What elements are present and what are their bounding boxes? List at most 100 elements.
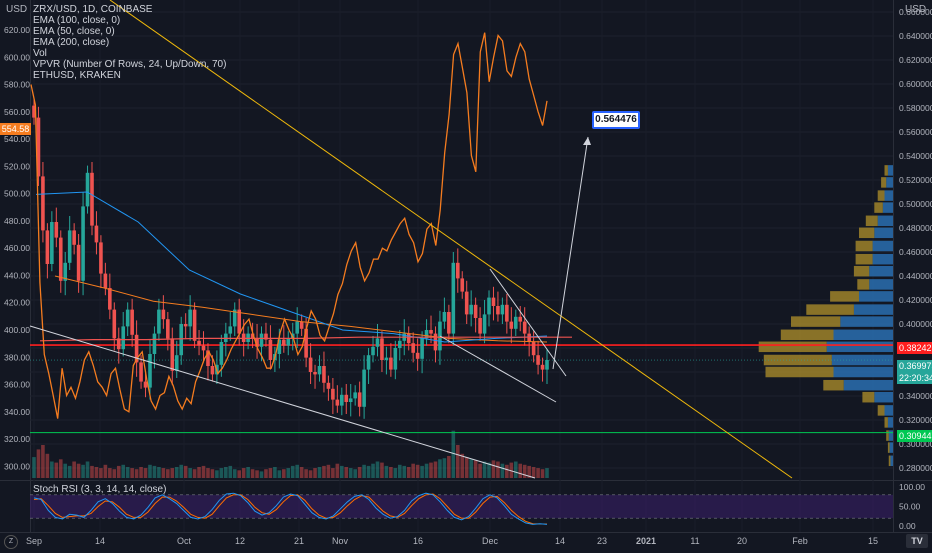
candle-body [340, 394, 344, 406]
candle-body [522, 321, 527, 334]
candle-body [121, 326, 126, 350]
candle-body [63, 262, 68, 281]
candle-body [500, 304, 505, 315]
volume-bar [536, 468, 540, 478]
vpvr-down-bar [763, 354, 832, 366]
volume-bar [496, 461, 500, 478]
tradingview-logo[interactable]: TV [906, 534, 928, 548]
time-tick-label: Feb [792, 536, 808, 546]
candle-body [143, 381, 148, 388]
descending-trendline [109, 0, 793, 479]
candle-body [536, 355, 540, 365]
stoch-tick-label: 100.00 [899, 482, 925, 492]
volume-bar [469, 459, 473, 478]
candle-body [201, 345, 206, 351]
vpvr-up-bar [890, 455, 893, 467]
candle-body [326, 382, 331, 389]
volume-bar [389, 467, 393, 478]
candle-body [130, 309, 134, 335]
candle-body [206, 350, 210, 366]
vpvr-up-bar [886, 177, 893, 188]
time-tick-label: 14 [95, 536, 105, 546]
left-tick-label: 540.00 [4, 134, 30, 144]
right-tick-label: 0.400000 [899, 319, 932, 329]
stoch-rsi-label[interactable]: Stoch RSI (3, 3, 14, 14, close) [33, 484, 167, 495]
volume-bar [438, 459, 442, 478]
time-tick-label: Oct [177, 536, 192, 546]
volume-bar [290, 465, 295, 478]
wedge-lower-line [439, 335, 557, 403]
candle-body [228, 326, 233, 334]
vpvr-up-bar [869, 279, 893, 290]
right-tick-label: 0.600000 [899, 79, 932, 89]
volume-bar [112, 469, 117, 478]
zoom-reset-button[interactable]: Z [4, 535, 18, 549]
right-tick-label: 0.480000 [899, 223, 932, 233]
candle-body [304, 328, 308, 358]
volume-bar [85, 461, 90, 478]
indicator-ethusd[interactable]: ETHUSD, KRAKEN [33, 70, 121, 81]
volume-bar [250, 469, 255, 478]
vpvr-down-bar [855, 253, 873, 265]
vpvr-up-bar [859, 291, 893, 302]
target-price-callout[interactable]: 0.564476 [592, 111, 640, 129]
candle-body [67, 230, 72, 263]
vpvr-up-bar [833, 366, 893, 378]
right-axis-currency: USD [905, 4, 927, 15]
candle-body [237, 309, 241, 334]
stoch-band [30, 494, 893, 519]
candle-body [85, 172, 90, 207]
volume-bar [531, 467, 536, 478]
right-tick-label: 0.540000 [899, 151, 932, 161]
indicator-vol[interactable]: Vol [33, 48, 47, 59]
vpvr-up-bar [843, 379, 893, 391]
candle-body [139, 362, 143, 382]
time-tick-label: 11 [690, 536, 699, 546]
symbol-title[interactable]: ZRX/USD, 1D, COINBASE [33, 4, 153, 15]
volume-bar [353, 469, 357, 478]
candle-body [148, 354, 152, 388]
resistance-price-tag: 0.382425 [897, 342, 932, 354]
indicator-ema50[interactable]: EMA (50, close, 0) [33, 26, 115, 37]
vpvr-down-bar [859, 227, 875, 239]
volume-bar [348, 468, 353, 478]
candle-body [232, 309, 237, 327]
volume-bar [72, 461, 76, 478]
candle-body [210, 366, 215, 375]
right-tick-label: 0.300000 [899, 439, 932, 449]
candle-body [81, 206, 85, 281]
candle-body [380, 338, 384, 360]
volume-bar [375, 461, 380, 478]
right-tick-label: 0.640000 [899, 31, 932, 41]
time-tick-label: 20 [737, 536, 747, 546]
vpvr-down-bar [877, 405, 885, 416]
volume-bar [304, 469, 308, 478]
candle-body [424, 330, 429, 339]
indicator-ema100[interactable]: EMA (100, close, 0) [33, 15, 121, 26]
vpvr-down-bar [780, 329, 834, 341]
volume-bar [246, 467, 250, 478]
left-tick-label: 440.00 [4, 270, 30, 280]
candle-body [509, 321, 514, 329]
time-tick-label: Sep [26, 536, 42, 546]
indicator-vpvr[interactable]: VPVR (Number Of Rows, 24, Up/Down, 70) [33, 59, 227, 70]
candle-body [447, 312, 451, 334]
candle-body [255, 338, 259, 347]
candle-body [375, 338, 380, 347]
left-tick-label: 400.00 [4, 325, 30, 335]
right-tick-label: 0.280000 [899, 463, 932, 473]
vpvr-down-bar [791, 316, 841, 327]
left-tick-label: 500.00 [4, 189, 30, 199]
candle-body [157, 309, 161, 334]
indicator-ema200[interactable]: EMA (200, close) [33, 37, 110, 48]
volume-bar [143, 468, 148, 478]
candle-body [384, 357, 389, 360]
candle-body [50, 222, 54, 264]
volume-bar [460, 453, 465, 478]
candle-body [183, 324, 188, 327]
candle-body [442, 312, 447, 322]
stoch-d-line [33, 493, 547, 525]
time-tick-label: 12 [235, 536, 245, 546]
vpvr-up-bar [887, 165, 893, 176]
